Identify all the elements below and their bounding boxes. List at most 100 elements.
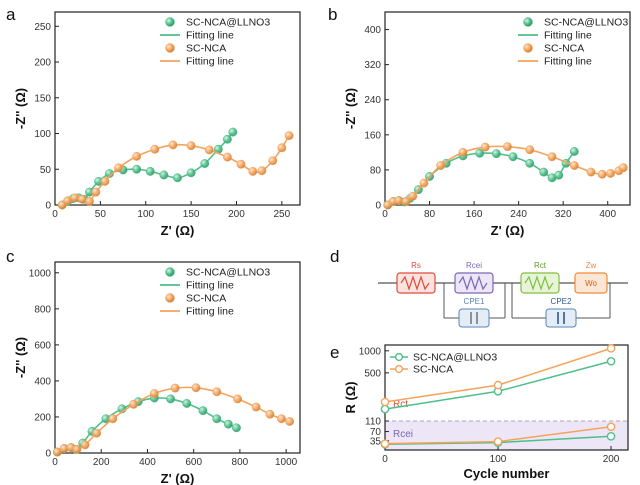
data-point-llno3 [173,173,182,183]
data-point-nca [108,414,118,424]
data-point-nca [285,417,295,426]
data-point-nca [236,159,246,169]
rct-element: Rct [520,261,560,294]
cpe2-box [545,308,577,328]
x-tick-label: 250 [274,209,291,220]
rcei-region-band [385,421,628,450]
y-tick-label: 1000 [359,346,382,357]
cpe1-label: CPE1 [464,297,485,306]
data-point-nca [204,145,214,155]
data-point-llno3 [228,127,238,137]
x-axis-title: Z' (Ω) [161,223,195,238]
data-point-llno3 [132,164,142,174]
data-point-llno3 [554,170,564,180]
rcei-label: Rcei [466,261,482,270]
legend-label: Fitting line [186,280,234,292]
legend-label: SC-NCA@LLNO3 [413,352,497,364]
data-point-llno3 [104,169,114,178]
legend-label: Fitting line [186,30,234,42]
x-tick-label: 400 [139,457,156,468]
data-point-nca [257,166,267,176]
zw-label: Zw [586,261,597,270]
data-point-llno3 [186,168,196,178]
data-point-nca [191,383,201,393]
data-point-nca [618,163,628,173]
cpe1-element: CPE1 [458,297,490,328]
data-point-nca [132,151,142,161]
x-tick-label: 0 [382,209,388,220]
data-point-nca-rcei [493,437,503,446]
data-point-nca [277,414,286,424]
data-point-llno3-rct [380,404,390,414]
data-point-llno3 [491,149,501,159]
legend-label: Fitting line [186,306,234,318]
data-point-llno3 [145,166,155,176]
data-point-llno3 [525,158,535,168]
data-point-nca [222,152,232,162]
equivalent-circuit-d: Rs Rcei Rct Wo Zw CPE1 [378,261,628,328]
y-tick-label: 0 [375,201,381,212]
legend-marker-llno3 [394,352,404,362]
y-tick-label: 100 [34,129,51,140]
data-point-nca [277,143,287,153]
data-point-nca [503,142,512,152]
legend-label: Fitting line [544,56,592,68]
y-tick-label: 160 [364,130,381,141]
y-tick-label: 1000 [29,268,52,279]
legend-marker-nca [165,293,175,303]
data-point-nca [233,394,243,404]
data-point-nca [52,447,62,457]
x-tick-label: 320 [555,209,572,220]
y-axis-title: -Z'' (Ω) [343,88,358,129]
data-point-llno3-rct [606,356,616,366]
y-tick-label: 320 [364,60,381,71]
rcei-element: Rcei [454,261,494,294]
y-tick-label: 50 [40,165,52,176]
x-tick-label: 100 [137,209,154,220]
plot-frame [54,261,301,454]
data-point-nca [586,167,596,177]
x-tick-label: 0 [382,454,388,465]
y-axis-title: -Z'' (Ω) [13,88,28,129]
warburg-icon [574,272,608,294]
data-point-llno3 [182,398,192,408]
data-point-nca [251,402,261,412]
data-point-nca [248,166,258,176]
resistor-icon [400,275,430,291]
data-point-nca [436,161,446,170]
x-tick-label: 50 [95,209,107,220]
y-tick-label: 110 [365,417,381,428]
x-tick-label: 240 [510,209,527,220]
plot-frame [384,344,629,451]
cpe2-label: CPE2 [551,297,572,306]
data-point-nca [458,147,468,157]
y-tick-label: 500 [364,368,381,379]
data-point-nca [268,156,278,166]
y-tick-label: 800 [34,304,51,315]
data-point-nca-rct [493,380,503,390]
data-point-nca-rcei [606,422,616,432]
data-point-nca-rct [606,344,616,353]
rcei-region-label: Rcei [393,429,413,440]
y-tick-label: 400 [364,25,381,36]
data-point-nca [100,176,110,186]
data-point-llno3 [223,419,233,429]
x-tick-label: 0 [52,209,58,220]
data-point-nca [170,383,180,393]
data-point-llno3 [569,147,579,156]
panel-letter-c: c [6,247,15,266]
data-point-llno3 [159,170,169,180]
data-point-nca [547,152,557,162]
data-point-nca [284,131,294,141]
legend-marker-llno3 [165,267,175,277]
data-point-llno3 [475,148,485,158]
rct-region-label: Rct [393,399,408,410]
data-point-nca [91,187,101,197]
y-tick-label: 70 [370,427,382,438]
x-tick-label: 0 [52,457,58,468]
data-point-nca [149,389,159,398]
x-axis-title: Z' (Ω) [161,471,195,485]
plot-frame [54,11,301,206]
legend-label: SC-NCA [186,293,226,305]
data-point-llno3-rcei [606,431,616,441]
